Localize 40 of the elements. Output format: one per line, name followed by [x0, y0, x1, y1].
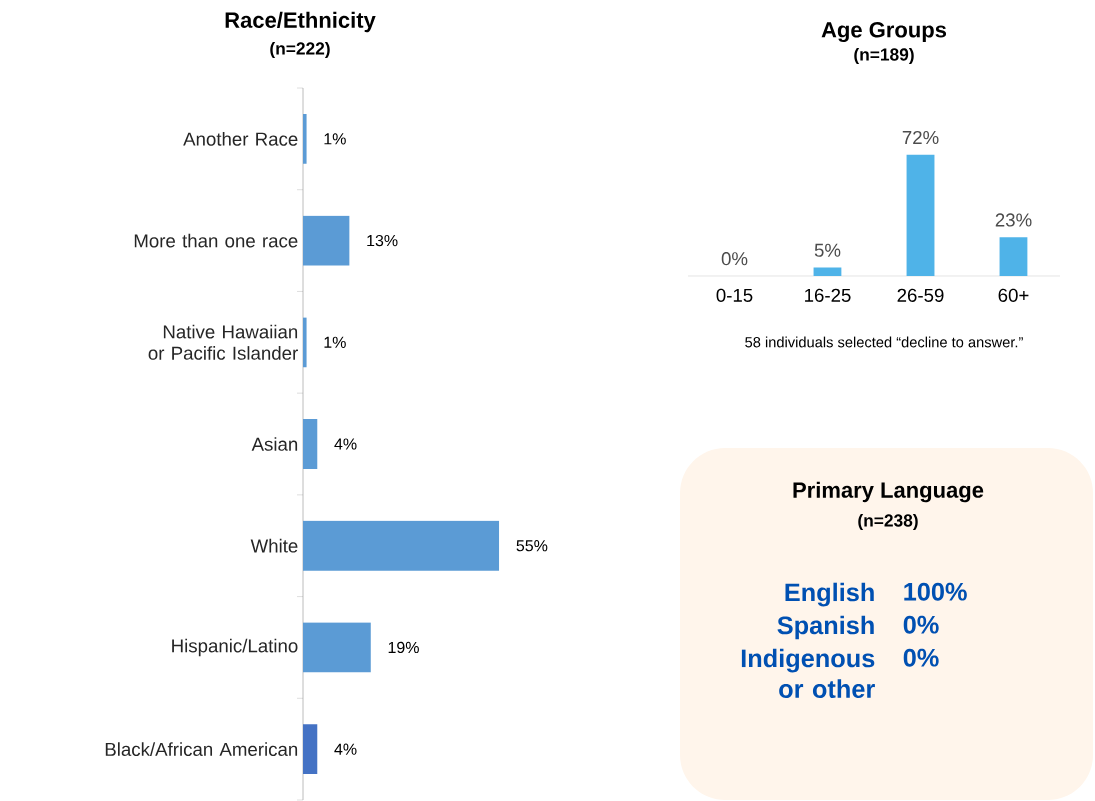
y-tick-label: Asian: [251, 437, 298, 451]
data-label: 0%: [721, 252, 748, 266]
data-label: 100%: [904, 582, 967, 601]
data-label: 19%: [388, 641, 419, 654]
x-tick-label: 16-25: [805, 288, 851, 302]
y-tick-label: Hispanic/Latino: [172, 638, 298, 657]
text: 58 individuals selected “decline to answer.”: [745, 336, 1023, 348]
data-label: 1%: [324, 336, 346, 348]
data-label: 4%: [334, 438, 357, 450]
data-label: 1%: [324, 133, 346, 145]
x-tick-label: 0-15: [716, 288, 753, 302]
data-label: 0%: [903, 615, 939, 634]
y-tick-label: Black/African American: [105, 742, 298, 757]
chart-subtitle: (n=189): [854, 47, 914, 65]
y-tick-label: More than one race: [134, 233, 298, 248]
data-label: 23%: [995, 213, 1032, 227]
x-tick-label: 60+: [998, 288, 1029, 302]
bar: [303, 622, 371, 673]
x-tick-label: 26-59: [897, 288, 944, 302]
data-label: 0%: [903, 648, 939, 667]
y-tick-label: Native Hawaiian or Pacific Islander: [148, 324, 298, 360]
data-label: 13%: [367, 234, 398, 247]
text: Primary Language: [793, 481, 984, 503]
chart-title: Race/Ethnicity: [225, 11, 376, 33]
y-tick-label: Another Race: [183, 132, 298, 146]
chart-subtitle: (n=222): [270, 41, 330, 59]
category-label: Indigenous or other: [741, 648, 875, 698]
data-label: 72%: [902, 130, 939, 145]
bar: [303, 215, 350, 266]
bar: [303, 419, 318, 469]
y-tick-label: White: [250, 538, 298, 553]
text: (n=238): [858, 513, 918, 531]
data-label: 4%: [334, 743, 357, 755]
data-label: 55%: [516, 540, 548, 552]
chart-title: Age Groups: [821, 21, 947, 43]
data-label: 5%: [814, 243, 841, 257]
bar: [303, 724, 318, 775]
category-label: English: [785, 582, 874, 607]
category-label: Spanish: [777, 615, 874, 640]
bar: [303, 520, 500, 571]
